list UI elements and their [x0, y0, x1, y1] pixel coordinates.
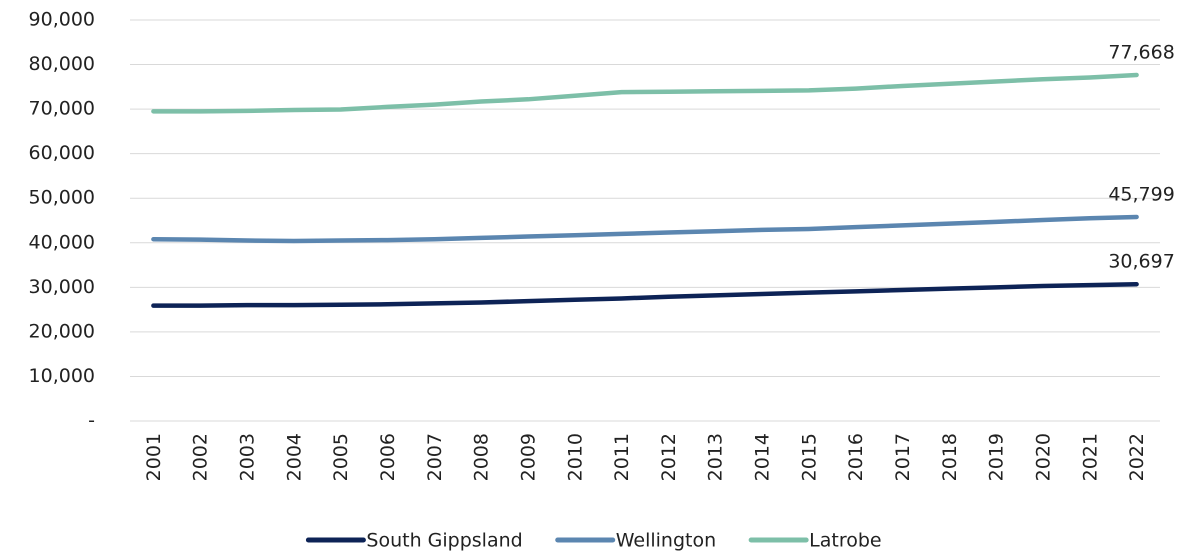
x-tick-label: 2021	[1079, 433, 1101, 481]
y-tick-label: 70,000	[29, 98, 95, 120]
data-label: 45,799	[1108, 183, 1174, 205]
y-tick-label: 30,000	[29, 276, 95, 298]
series-line	[151, 214, 1139, 244]
y-tick-label: 90,000	[29, 9, 95, 31]
y-tick-label: 20,000	[29, 320, 95, 342]
series-line	[151, 72, 1139, 114]
x-tick-label: 2020	[1032, 433, 1054, 481]
x-tick-label: 2004	[283, 433, 305, 481]
x-tick-label: 2016	[845, 433, 867, 481]
x-tick-label: 2019	[986, 433, 1008, 481]
x-tick-label: 2012	[658, 433, 680, 481]
x-tick-label: 2002	[190, 433, 212, 481]
x-tick-label: 2022	[1126, 433, 1148, 481]
x-tick-label: 2017	[892, 433, 914, 481]
x-tick-label: 2007	[424, 433, 446, 481]
x-tick-label: 2008	[471, 433, 493, 481]
legend-label: Latrobe	[809, 530, 881, 552]
y-tick-label: 40,000	[29, 231, 95, 253]
y-tick-label: 60,000	[29, 142, 95, 164]
y-tick-label: 80,000	[29, 53, 95, 75]
y-tick-label: 10,000	[29, 365, 95, 387]
legend-label: South Gippsland	[366, 530, 522, 552]
x-tick-label: 2011	[611, 433, 633, 481]
x-tick-label: 2010	[564, 433, 586, 481]
y-tick-label: -	[88, 410, 95, 432]
x-tick-label: 2013	[705, 433, 727, 481]
x-tick-label: 2014	[752, 433, 774, 481]
x-tick-label: 2001	[143, 433, 165, 481]
legend-label: Wellington	[616, 530, 716, 552]
x-tick-label: 2015	[798, 433, 820, 481]
x-tick-label: 2003	[237, 433, 259, 481]
data-label: 77,668	[1108, 41, 1174, 63]
x-tick-label: 2006	[377, 433, 399, 481]
x-tick-label: 2018	[939, 433, 961, 481]
legend: South Gippsland Wellington Latrobe	[305, 530, 882, 552]
data-label: 30,697	[1108, 251, 1174, 273]
y-tick-label: 50,000	[29, 187, 95, 209]
x-tick-label: 2009	[517, 433, 539, 481]
series-line	[151, 281, 1139, 308]
x-tick-label: 2005	[330, 433, 352, 481]
